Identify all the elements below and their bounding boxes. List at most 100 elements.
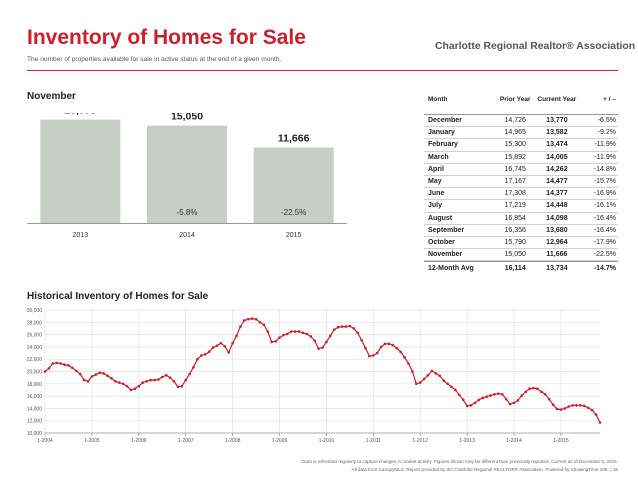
data-point (250, 317, 254, 320)
x-tick-label: 1-2007 (178, 438, 194, 443)
data-point (51, 362, 55, 365)
row-prior: 14,726 (504, 117, 526, 125)
data-point (504, 397, 508, 401)
data-point (176, 385, 180, 389)
data-point (442, 379, 445, 383)
data-point (164, 373, 168, 377)
data-point (274, 340, 277, 343)
data-point (254, 317, 258, 321)
data-point (110, 376, 113, 380)
row-month: March (428, 153, 449, 161)
y-tick-label: 26,000 (27, 333, 43, 339)
data-point (137, 384, 141, 388)
series-line (44, 318, 601, 423)
row-prior: 15,300 (504, 141, 526, 149)
row-current: 13,474 (546, 141, 568, 149)
data-point (59, 362, 62, 365)
data-point (532, 386, 535, 390)
data-point (403, 356, 406, 359)
data-point (407, 362, 410, 365)
data-point (168, 376, 172, 379)
bar-2013 (40, 119, 121, 223)
row-prior: 15,050 (504, 251, 526, 259)
data-point (301, 331, 305, 335)
row-change: -6.5% (597, 117, 616, 125)
data-point (243, 319, 246, 322)
data-point (516, 399, 520, 402)
data-point (344, 325, 348, 328)
data-point (586, 406, 590, 410)
row-current: 13,680 (546, 226, 568, 234)
table-row: January 14,965 13,582 -9.2% (424, 127, 618, 140)
data-point (524, 390, 528, 394)
table-row: September 16,356 13,680 -16.4% (424, 225, 618, 237)
data-point (383, 342, 387, 346)
data-point (477, 398, 481, 402)
bar-category-label: 2013 (73, 232, 89, 239)
data-point (372, 354, 375, 357)
data-point (47, 367, 51, 370)
bar-2015 (253, 147, 334, 223)
data-point (289, 330, 293, 333)
data-point (473, 401, 477, 405)
data-point (71, 366, 74, 370)
data-point (102, 372, 105, 375)
data-point (375, 351, 379, 355)
bar-value-label: 11,666 (278, 133, 310, 145)
data-point (258, 321, 262, 324)
row-current: 14,477 (546, 178, 568, 186)
data-point (200, 354, 203, 357)
data-point (293, 330, 297, 333)
data-point (86, 380, 90, 383)
row-month: September (428, 226, 465, 234)
x-tick-label: 1-2004 (37, 438, 53, 443)
x-tick-label: 1-2010 (319, 438, 335, 443)
data-point (411, 370, 414, 373)
row-change: -16.4% (593, 214, 616, 222)
data-point (379, 345, 383, 349)
table-row: May 17,167 14,477 -15.7% (424, 176, 618, 189)
data-point (74, 369, 78, 373)
data-point (286, 332, 289, 336)
data-point (520, 394, 524, 397)
header-month: Month (428, 96, 448, 104)
table-row: October 15,790 12,964 -17.9% (424, 237, 618, 250)
data-point (266, 330, 270, 333)
table-summary-row: 12-Month Avg 16,114 13,734 -14.7% (424, 261, 618, 274)
data-point (192, 365, 195, 369)
row-current: 13,582 (546, 129, 568, 137)
data-point (106, 374, 109, 378)
monthly-inventory-table: Month Prior Year Current Year + / – Dece… (424, 87, 618, 274)
data-point (563, 407, 567, 410)
data-point (469, 404, 473, 407)
footnote-line-2: All data from CanopyMLS. Report provided… (351, 466, 618, 472)
data-point (313, 339, 316, 343)
data-point (309, 335, 313, 338)
data-point (297, 330, 301, 333)
bar-value-label: 15,050 (171, 113, 203, 123)
row-current: 13,770 (546, 117, 568, 125)
data-point (465, 404, 469, 408)
y-tick-label: 20,000 (27, 370, 43, 376)
data-point (231, 341, 234, 345)
data-point (415, 382, 418, 386)
summary-change: -14.7% (593, 264, 616, 272)
data-point (536, 387, 539, 391)
row-prior: 16,745 (504, 165, 526, 173)
table-row: April 16,745 14,262 -14.8% (424, 164, 618, 176)
row-month: January (428, 129, 455, 137)
bar-section-label: November (27, 91, 76, 102)
row-prior: 15,790 (504, 238, 526, 246)
data-point (117, 381, 121, 384)
data-point (528, 387, 531, 391)
data-point (598, 421, 602, 424)
summary-prior: 16,114 (504, 264, 526, 272)
data-point (149, 378, 152, 382)
row-change: -15.7% (593, 178, 616, 186)
row-prior: 16,356 (504, 226, 526, 234)
row-prior: 17,167 (504, 178, 526, 186)
y-tick-label: 14,000 (27, 406, 43, 412)
row-change: -16.1% (593, 202, 616, 210)
data-point (282, 333, 285, 337)
data-point (78, 372, 82, 376)
